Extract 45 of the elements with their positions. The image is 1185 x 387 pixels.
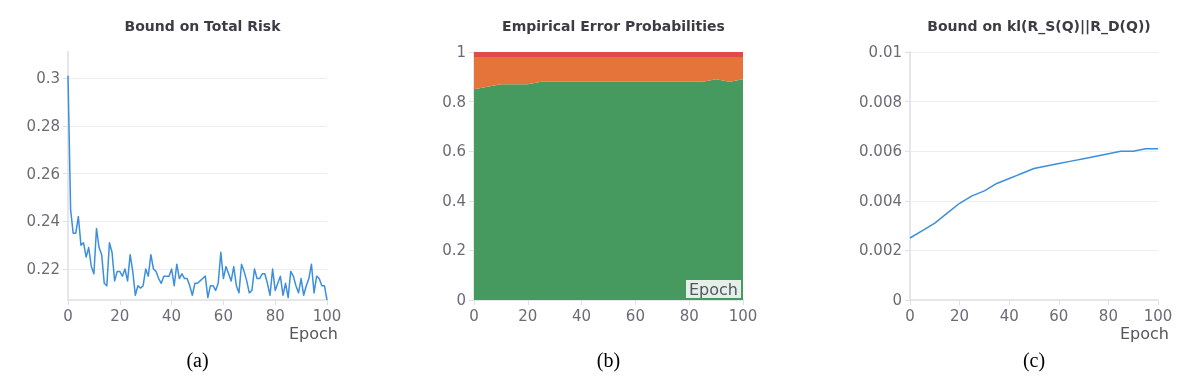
y-tick-label: 0.002 bbox=[859, 241, 902, 260]
x-axis-title: Epoch bbox=[689, 279, 739, 299]
x-axis-title: Epoch bbox=[289, 323, 339, 343]
x-tick-label: 60 bbox=[625, 306, 645, 325]
y-tick-label: 0.28 bbox=[26, 116, 60, 135]
x-tick-label: 0 bbox=[469, 306, 479, 325]
x-tick-label: 40 bbox=[572, 306, 592, 325]
text: (b) bbox=[596, 349, 621, 372]
chart-title: Empirical Error Probabilities bbox=[502, 18, 725, 34]
y-tick-label: 0.3 bbox=[36, 69, 60, 88]
y-tick-label: 0.01 bbox=[868, 43, 902, 61]
text: (c) bbox=[1022, 349, 1046, 372]
y-tick-label: 0 bbox=[456, 291, 466, 309]
y-tick-label: 0.004 bbox=[859, 191, 902, 210]
y-tick-label: 0.008 bbox=[859, 92, 902, 111]
x-tick-label: 100 bbox=[728, 306, 758, 325]
x-tick-label: 20 bbox=[110, 306, 130, 325]
x-tick-label: 60 bbox=[213, 306, 233, 325]
x-tick-label: 80 bbox=[679, 306, 699, 325]
x-tick-label: 80 bbox=[1098, 306, 1118, 325]
y-tick-label: 0.24 bbox=[26, 212, 60, 231]
line-series bbox=[909, 147, 1159, 239]
x-axis-title: Epoch bbox=[1120, 323, 1170, 343]
x-tick-label: 0 bbox=[905, 306, 915, 325]
x-tick-label: 20 bbox=[518, 306, 538, 325]
text: (a) bbox=[186, 349, 209, 372]
y-tick-label: 0.26 bbox=[26, 164, 60, 183]
x-tick-label: 40 bbox=[162, 306, 182, 325]
chart-title: Bound on Total Risk bbox=[124, 18, 282, 34]
chart-title: Bound on kl(R_S(Q)||R_D(Q)) bbox=[927, 18, 1151, 35]
y-tick-label: 0 bbox=[892, 291, 902, 309]
y-tick-label: 0.006 bbox=[859, 142, 902, 161]
x-tick-label: 100 bbox=[1143, 306, 1173, 325]
x-tick-label: 40 bbox=[999, 306, 1019, 325]
y-tick-label: 0.22 bbox=[26, 260, 60, 278]
y-tick-label: 0.2 bbox=[442, 241, 466, 260]
x-tick-label: 20 bbox=[950, 306, 970, 325]
x-tick-label: 100 bbox=[312, 306, 342, 325]
x-tick-label: 80 bbox=[265, 306, 285, 325]
y-tick-label: 0.4 bbox=[442, 191, 466, 210]
y-tick-label: 0.8 bbox=[442, 92, 466, 111]
x-tick-label: 60 bbox=[1049, 306, 1069, 325]
y-tick-label: 0.6 bbox=[442, 142, 466, 161]
y-tick-label: 1 bbox=[456, 43, 466, 61]
x-tick-label: 0 bbox=[63, 306, 73, 325]
